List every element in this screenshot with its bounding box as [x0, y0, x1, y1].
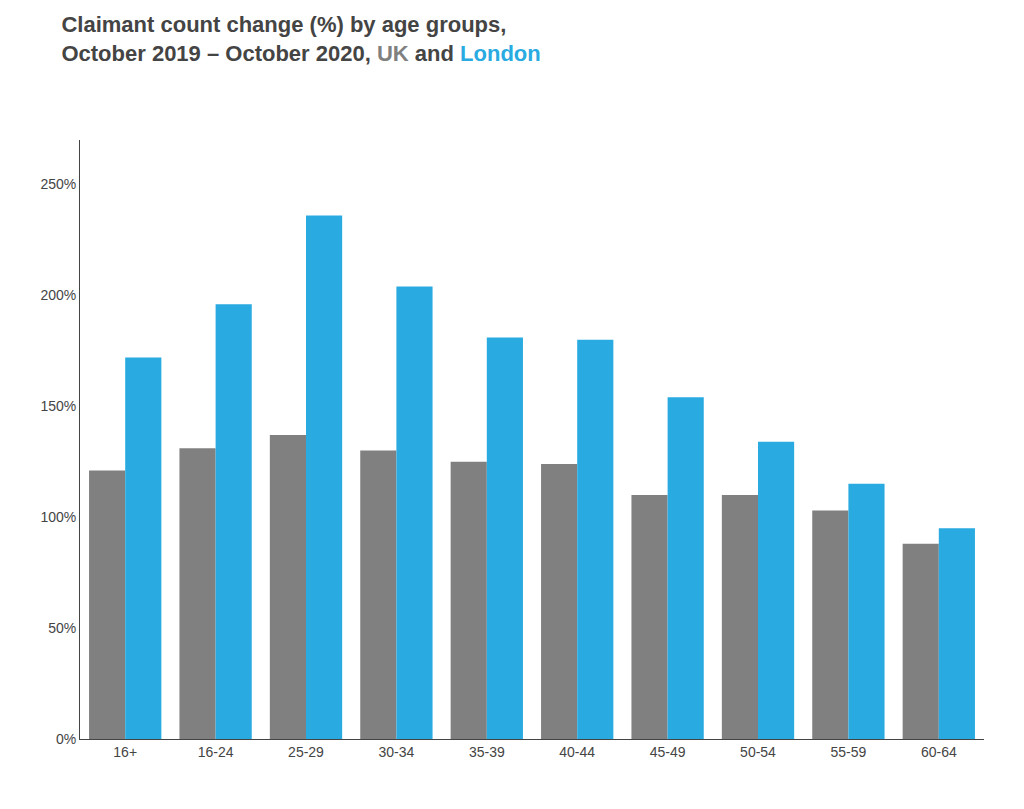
svg-text:0%: 0%	[56, 731, 76, 747]
svg-text:55-59: 55-59	[830, 744, 866, 760]
svg-text:40-44: 40-44	[559, 744, 595, 760]
svg-text:35-39: 35-39	[469, 744, 505, 760]
svg-text:50-54: 50-54	[740, 744, 776, 760]
svg-text:100%: 100%	[40, 509, 76, 525]
svg-text:16+: 16+	[113, 744, 137, 760]
svg-text:60-64: 60-64	[921, 744, 957, 760]
svg-text:200%: 200%	[40, 287, 76, 303]
svg-text:Claimant count change (%) by a: Claimant count change (%) by age groups,…	[61, 12, 540, 66]
svg-text:50%: 50%	[48, 620, 76, 636]
svg-text:250%: 250%	[40, 176, 76, 192]
svg-text:25-29: 25-29	[288, 744, 324, 760]
svg-text:45-49: 45-49	[650, 744, 686, 760]
svg-text:150%: 150%	[40, 398, 76, 414]
svg-text:16-24: 16-24	[198, 744, 234, 760]
svg-text:30-34: 30-34	[378, 744, 414, 760]
